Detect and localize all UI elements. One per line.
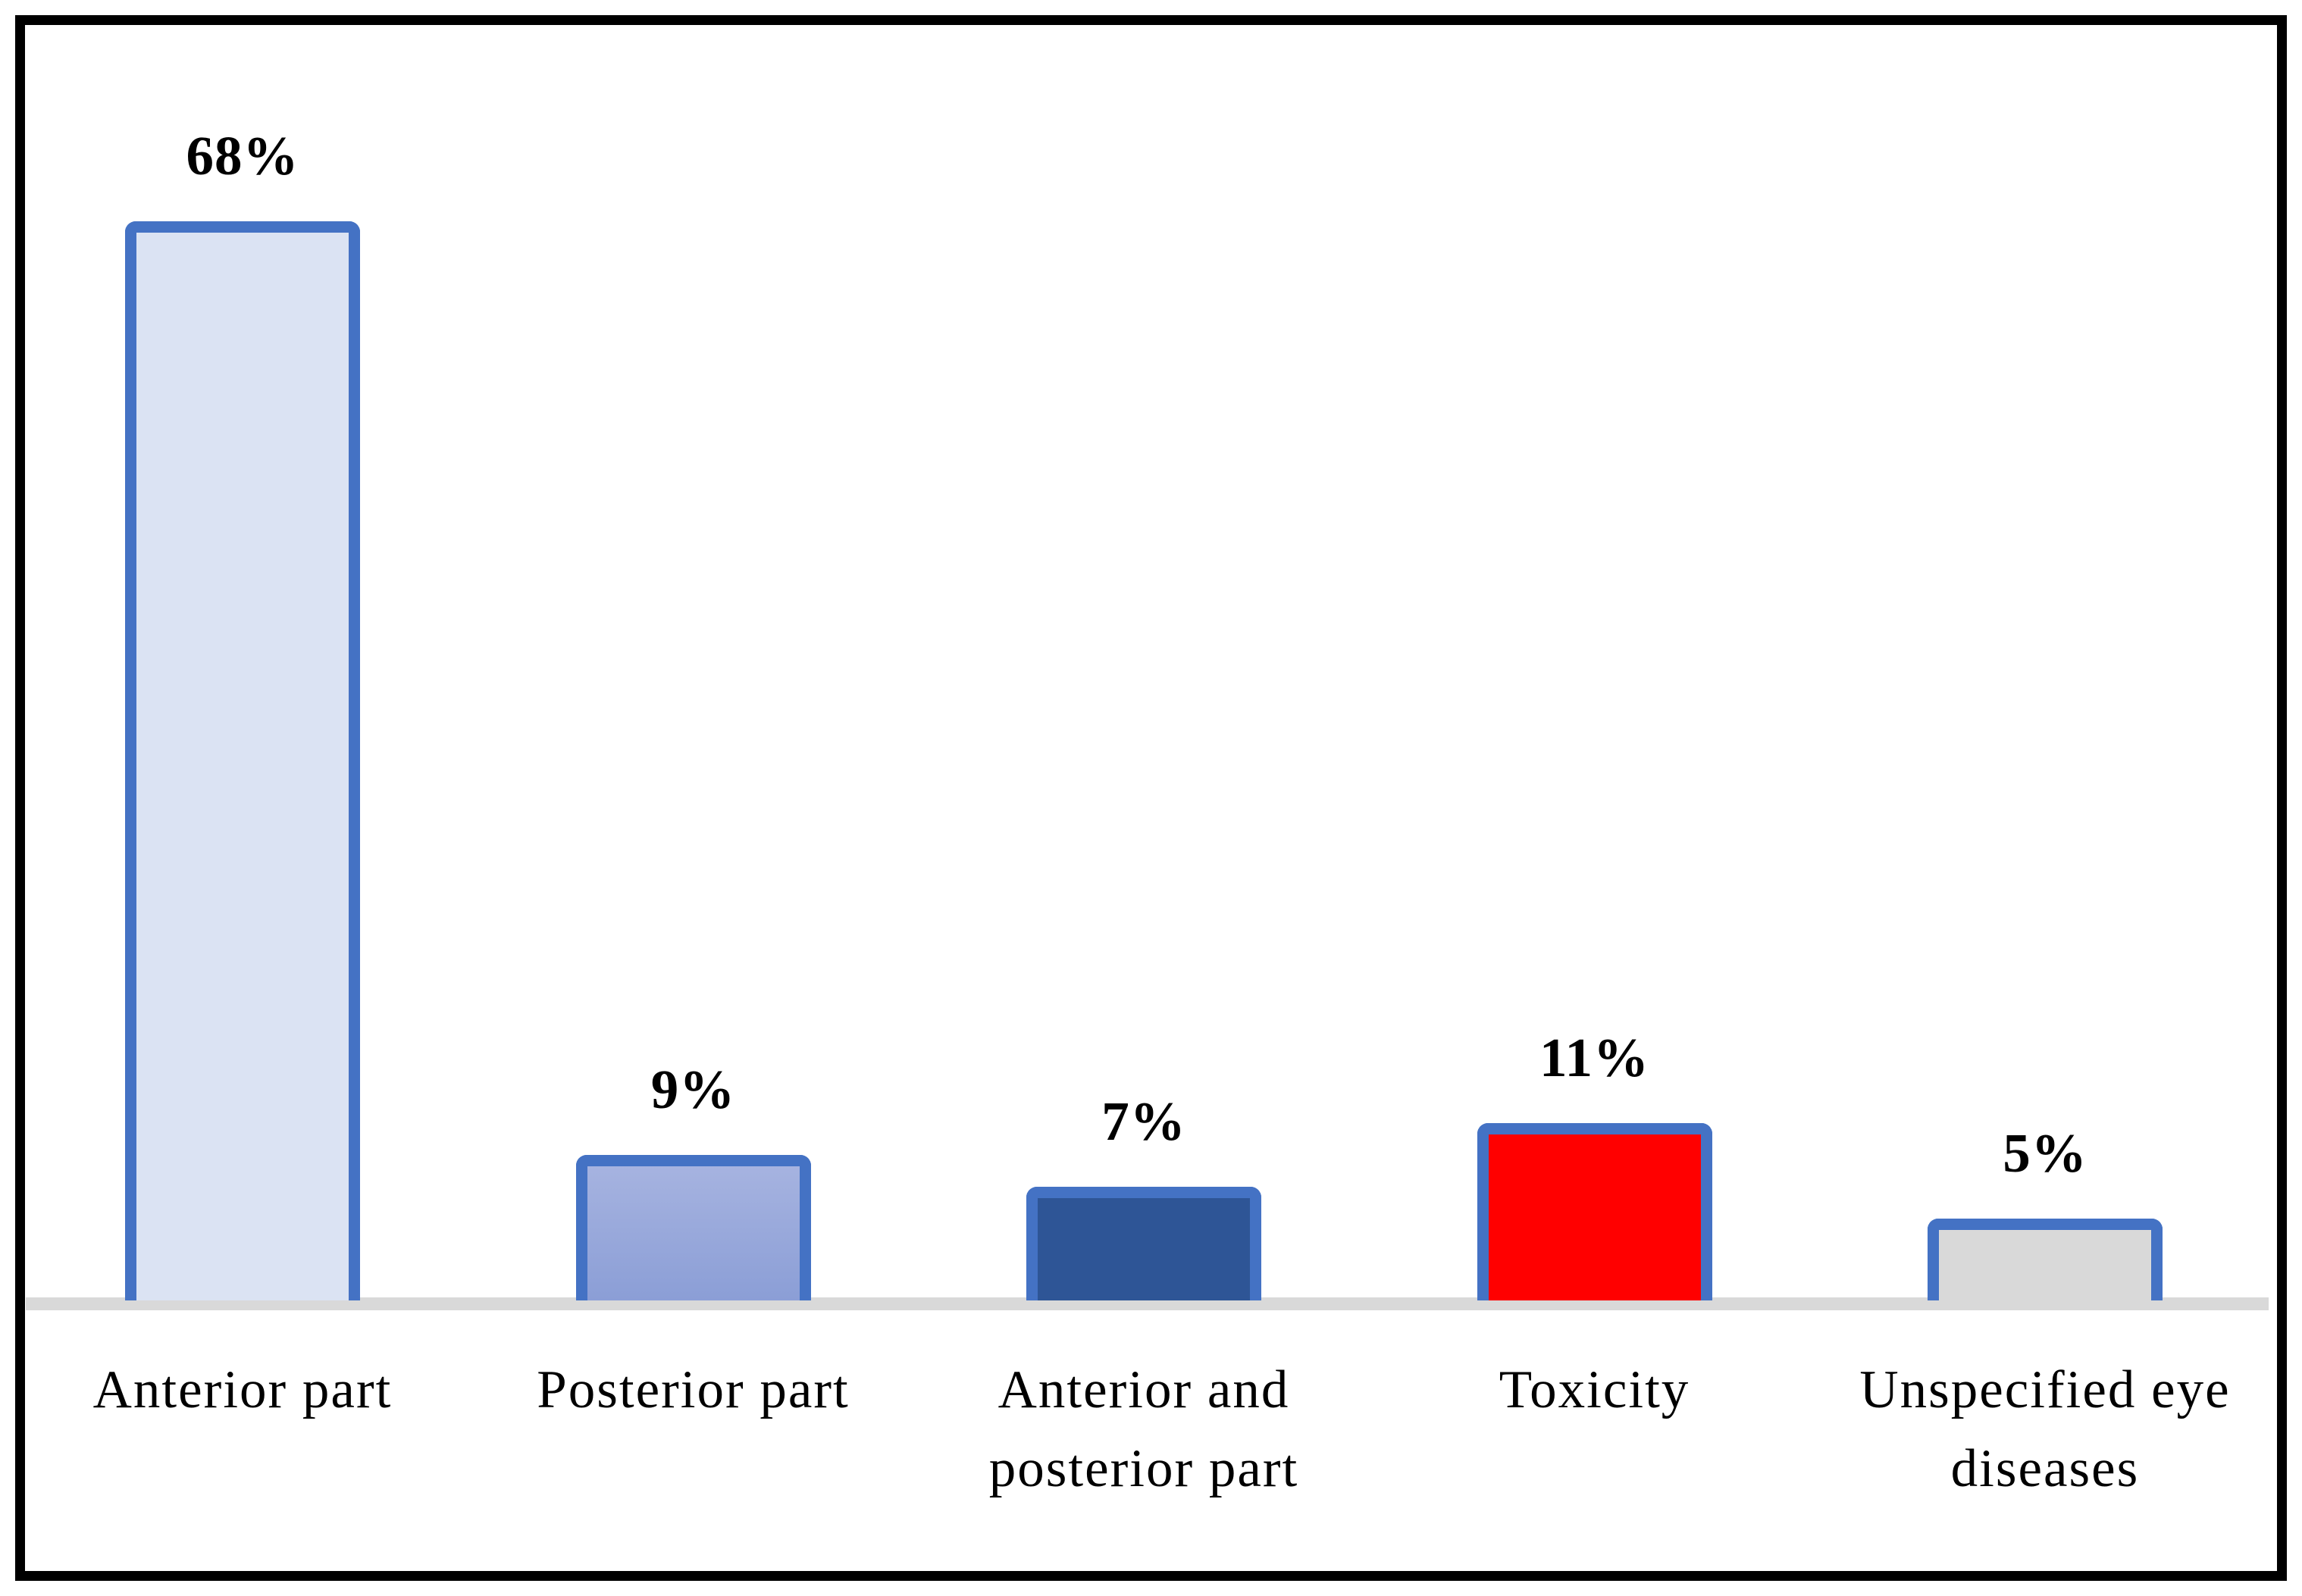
- bar-category-label: Anterior part: [92, 1360, 393, 1419]
- bar-category-label: Posterior part: [537, 1360, 850, 1419]
- bar-2: [575, 1155, 811, 1300]
- bar-value-label: 11%: [1539, 1027, 1649, 1088]
- bar-category-label: Unspecified eye diseases: [1859, 1360, 2231, 1498]
- bar-value-label: 9%: [650, 1059, 736, 1120]
- bar-5: [1928, 1219, 2163, 1300]
- bar-value-label: 5%: [2003, 1122, 2087, 1184]
- bar-1: [125, 221, 360, 1300]
- x-axis-baseline: [26, 1297, 2269, 1310]
- bar-4: [1477, 1123, 1712, 1300]
- bar-category-label: Toxicity: [1499, 1360, 1690, 1419]
- bar-value-label: 7%: [1101, 1091, 1186, 1152]
- bar-3: [1026, 1187, 1261, 1300]
- bar-value-label: 68%: [186, 125, 299, 186]
- bar-category-label: Anterior and posterior part: [988, 1360, 1299, 1498]
